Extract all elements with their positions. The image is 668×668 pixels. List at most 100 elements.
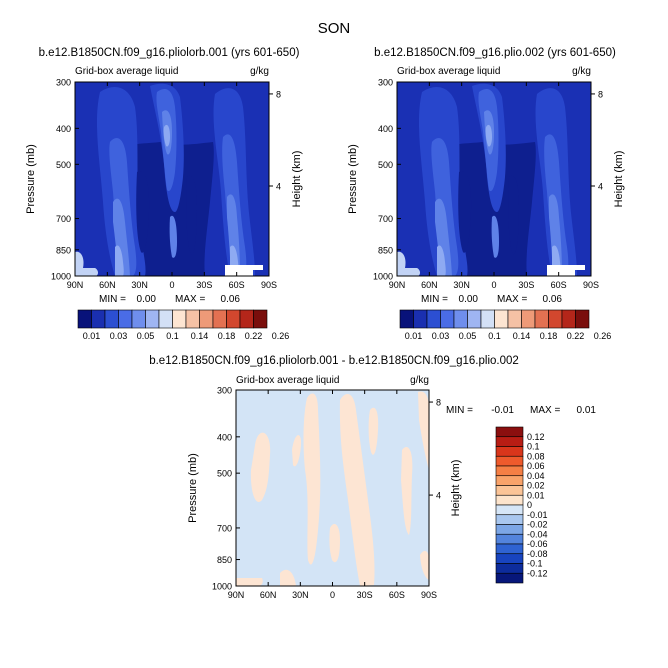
panel2-axes: 90N 60N 30N 0 30S 60S 90S 300 400 500 700 850 1000 8 4 [373, 78, 603, 291]
panel3-title: b.e12.B1850CN.f09_g16.pliolorb.001 - b.e… [149, 355, 519, 367]
y-tick-label: 500 [56, 160, 71, 170]
panel1-min-label: MIN = [99, 294, 126, 305]
panel3-axes: 90N 60N 30N 0 30S 60S 90S 300 400 500 700 850 1000 8 4 [212, 386, 441, 601]
y-tick-label: 300 [217, 386, 232, 396]
x-tick-label: 30S [518, 280, 534, 290]
colorbar-swatch [131, 309, 146, 329]
colorbar-swatch [495, 504, 524, 516]
x-tick-label: 30N [131, 280, 148, 290]
colorbar-label: 0.22 [567, 331, 585, 341]
colorbar-swatch [494, 309, 509, 329]
colorbar-swatch [104, 309, 119, 329]
colorbar-swatch [575, 309, 590, 329]
colorbar-swatch [199, 309, 214, 329]
colorbar-swatch [239, 309, 254, 329]
x-tick-label: 90S [261, 280, 277, 290]
x-tick-label: 60N [421, 280, 438, 290]
colorbar-swatch [399, 309, 414, 329]
panel-plio: b.e12.B1850CN.f09_g16.plio.002 (yrs 601-… [347, 47, 625, 341]
colorbar-swatch [507, 309, 522, 329]
panel3-ylabel: Pressure (mb) [187, 453, 199, 523]
colorbar-label: -0.1 [527, 559, 543, 569]
colorbar-label: 0.04 [527, 471, 545, 481]
colorbar-swatch [253, 309, 268, 329]
x-tick-label: 90S [583, 280, 599, 290]
x-tick-label: 30S [357, 590, 373, 600]
y-tick-label: 500 [217, 469, 232, 479]
panel3-subtitle-left: Grid-box average liquid [236, 375, 339, 386]
diff-positive-regions [236, 391, 429, 586]
colorbar-label: 0.01 [83, 331, 101, 341]
panel1-max-label: MAX = [175, 294, 205, 305]
colorbar-swatch [495, 533, 524, 545]
panel3-min-value: -0.01 [491, 405, 514, 416]
panel1-subtitle-left: Grid-box average liquid [75, 66, 178, 77]
colorbar-label: 0 [527, 500, 532, 510]
colorbar-label: -0.06 [527, 539, 548, 549]
panel2-min-value: 0.00 [459, 294, 479, 305]
colorbar-label: -0.01 [527, 510, 548, 520]
colorbar-swatch [548, 309, 563, 329]
panel2-colorbar: 0.01 0.03 0.05 0.1 0.14 0.18 0.22 0.26 [399, 309, 612, 341]
colorbar-label: -0.12 [527, 568, 548, 578]
colorbar-swatch [172, 309, 187, 329]
y-tick-label: 500 [378, 160, 393, 170]
panel2-ylabel: Pressure (mb) [347, 144, 359, 214]
colorbar-swatch [495, 514, 524, 525]
x-tick-label: 30N [292, 590, 309, 600]
y-tick-label: 400 [378, 124, 393, 134]
colorbar-swatch [495, 572, 524, 584]
colorbar-swatch [440, 309, 455, 329]
panel1-max-value: 0.06 [221, 294, 241, 305]
colorbar-label: 0.12 [527, 432, 545, 442]
x-tick-label: 90N [389, 280, 406, 290]
colorbar-label: 0.1 [527, 442, 540, 452]
panel1-subtitle-right: g/kg [250, 66, 269, 77]
panel1-min-value: 0.00 [137, 294, 157, 305]
colorbar-label: 0.26 [594, 331, 612, 341]
colorbar-swatch [495, 524, 524, 535]
y-tick-label: 400 [56, 124, 71, 134]
height-tick-label: 8 [436, 398, 441, 408]
colorbar-label: 0.02 [527, 481, 545, 491]
panel2-max-value: 0.06 [543, 294, 563, 305]
colorbar-swatch [495, 563, 524, 574]
y-tick-label: 1000 [212, 582, 232, 592]
panel1-ylabel: Pressure (mb) [25, 144, 37, 214]
colorbar-swatch [495, 465, 524, 477]
panel2-min-label: MIN = [421, 294, 448, 305]
panel2-ylabel-right: Height (km) [613, 151, 625, 208]
colorbar-swatch [413, 309, 428, 329]
y-tick-label: 700 [378, 214, 393, 224]
panel3-colorbar: 0.120.10.080.060.040.020.010-0.01-0.02-0… [495, 426, 548, 584]
x-tick-label: 90S [421, 590, 437, 600]
x-tick-label: 60N [260, 590, 277, 600]
colorbar-swatch [212, 309, 227, 329]
colorbar-label: 0.22 [245, 331, 263, 341]
colorbar-swatch [118, 309, 133, 329]
panel3-min-label: MIN = [446, 405, 473, 416]
colorbar-label: 0.01 [405, 331, 423, 341]
x-tick-label: 0 [491, 280, 496, 290]
colorbar-swatch [77, 309, 92, 329]
x-tick-label: 60N [99, 280, 116, 290]
colorbar-label: 0.03 [110, 331, 128, 341]
height-tick-label: 8 [276, 89, 281, 99]
panel-difference: b.e12.B1850CN.f09_g16.pliolorb.001 - b.e… [149, 355, 596, 600]
panel1-colorbar: 0.01 0.03 0.05 0.1 0.14 0.18 0.22 0.26 [77, 309, 289, 341]
colorbar-swatch [534, 309, 549, 329]
x-tick-label: 0 [169, 280, 174, 290]
colorbar-swatch [495, 485, 524, 496]
y-tick-label: 1000 [51, 272, 71, 282]
x-tick-label: 60S [229, 280, 245, 290]
colorbar-swatch [158, 309, 173, 329]
panel1-ylabel-right: Height (km) [291, 151, 303, 208]
height-tick-label: 8 [598, 89, 603, 99]
page-title: SON [318, 20, 351, 37]
height-tick-label: 4 [598, 182, 603, 192]
panel1-contour-field [75, 82, 269, 276]
field-contours [397, 82, 591, 276]
colorbar-swatch [495, 455, 524, 467]
colorbar-swatch [495, 543, 524, 555]
y-tick-label: 700 [56, 214, 71, 224]
